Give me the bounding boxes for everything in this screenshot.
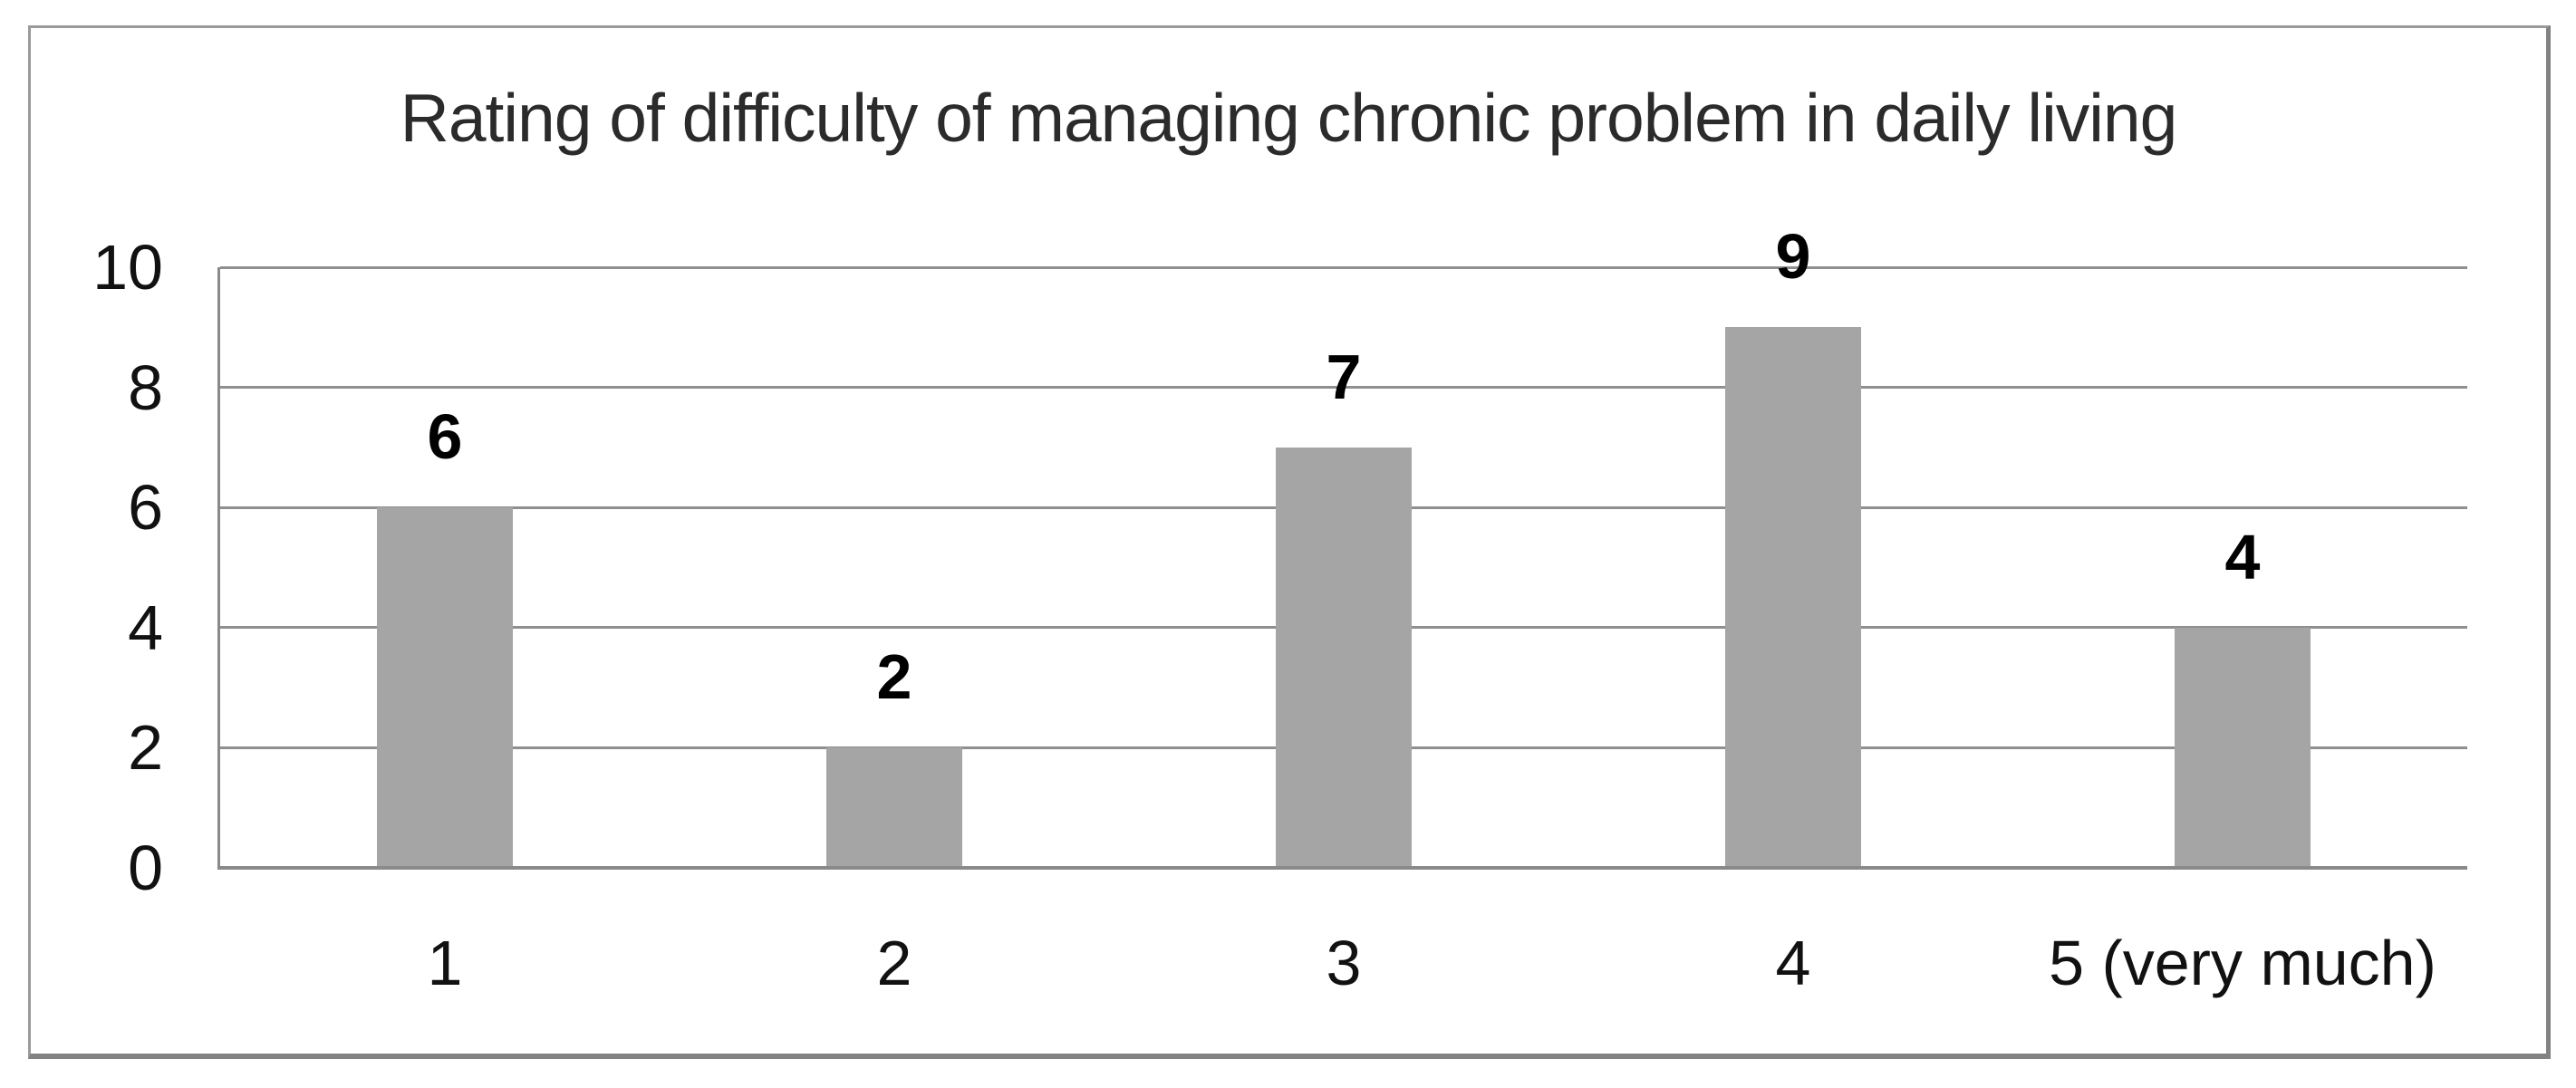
chart-title: Rating of difficulty of managing chronic… xyxy=(400,80,2178,156)
y-tick-label: 0 xyxy=(128,833,163,903)
bar-data-label: 6 xyxy=(427,401,463,473)
bar xyxy=(1725,327,1861,868)
y-tick-label: 4 xyxy=(128,592,163,663)
bar-data-label: 7 xyxy=(1326,341,1362,412)
bar-data-label: 2 xyxy=(876,641,912,713)
bar xyxy=(1276,447,1412,868)
x-tick-label: 3 xyxy=(1326,928,1362,998)
bar xyxy=(2175,627,2311,868)
y-tick-label: 8 xyxy=(128,351,163,423)
gridline xyxy=(220,265,2467,269)
y-axis-line xyxy=(217,267,220,870)
y-tick-label: 10 xyxy=(92,232,163,303)
x-tick-label: 5 (very much) xyxy=(2049,928,2436,998)
x-tick-label: 4 xyxy=(1775,928,1811,998)
x-axis-line xyxy=(217,866,2467,870)
bar-data-label: 9 xyxy=(1775,221,1811,293)
plot-area: 6 2 7 9 4 xyxy=(220,221,2467,868)
x-tick-label: 1 xyxy=(427,928,463,998)
bar-data-label: 4 xyxy=(2224,521,2261,592)
y-tick-label: 6 xyxy=(128,472,163,544)
gridline xyxy=(220,386,2467,390)
x-tick-label: 2 xyxy=(876,928,912,998)
bar xyxy=(826,747,962,868)
y-tick-label: 2 xyxy=(128,712,163,784)
bar xyxy=(377,507,513,868)
